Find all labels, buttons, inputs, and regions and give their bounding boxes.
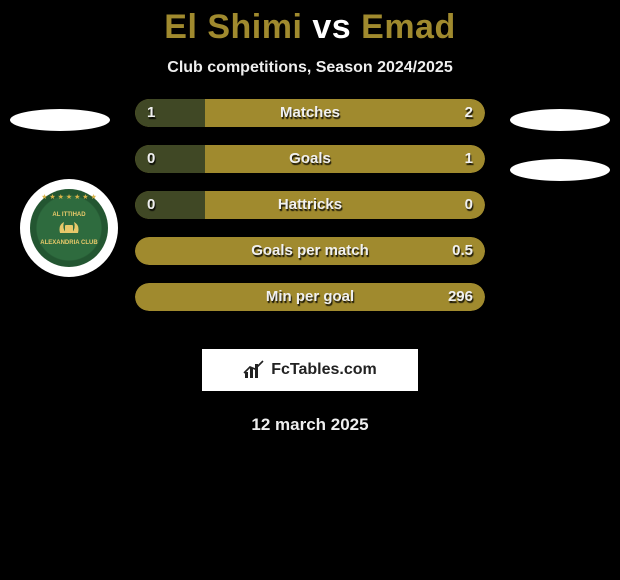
subtitle: Club competitions, Season 2024/2025 bbox=[0, 59, 620, 77]
chart-icon bbox=[243, 360, 265, 380]
team-logo-right-2 bbox=[510, 159, 610, 181]
badge-leaf-icon bbox=[56, 219, 82, 238]
team-logo-right-1 bbox=[510, 109, 610, 131]
comparison-card: El Shimi vs Emad Club competitions, Seas… bbox=[0, 0, 620, 580]
player2-name: Emad bbox=[361, 8, 456, 46]
stat-label: Min per goal bbox=[135, 283, 485, 311]
stat-row: 12Matches bbox=[135, 99, 485, 127]
badge-text-bottom: ALEXANDRIA CLUB bbox=[40, 240, 97, 247]
stat-row: 0.5Goals per match bbox=[135, 237, 485, 265]
stat-row: 296Min per goal bbox=[135, 283, 485, 311]
page-title: El Shimi vs Emad bbox=[0, 0, 620, 47]
comparison-area: ★ ★ ★ ★ ★ ★ ★ AL ITTIHAD ALEXANDRIA CLUB… bbox=[0, 99, 620, 339]
vs-label: vs bbox=[312, 8, 351, 46]
badge-stars-icon: ★ ★ ★ ★ ★ ★ ★ bbox=[30, 193, 108, 201]
stat-label: Hattricks bbox=[135, 191, 485, 219]
stat-label: Matches bbox=[135, 99, 485, 127]
stat-row: 01Goals bbox=[135, 145, 485, 173]
brand-text: FcTables.com bbox=[271, 361, 377, 379]
club-badge: ★ ★ ★ ★ ★ ★ ★ AL ITTIHAD ALEXANDRIA CLUB bbox=[20, 179, 118, 277]
club-badge-inner: ★ ★ ★ ★ ★ ★ ★ AL ITTIHAD ALEXANDRIA CLUB bbox=[30, 189, 108, 267]
date-label: 12 march 2025 bbox=[0, 415, 620, 435]
player1-name: El Shimi bbox=[164, 8, 302, 46]
stat-label: Goals per match bbox=[135, 237, 485, 265]
badge-text-top: AL ITTIHAD bbox=[52, 212, 85, 219]
team-logo-left-1 bbox=[10, 109, 110, 131]
stat-bars: 12Matches 01Goals 00Hattricks 0.5Goals per … bbox=[135, 99, 485, 329]
brand-box[interactable]: FcTables.com bbox=[202, 349, 418, 391]
stat-label: Goals bbox=[135, 145, 485, 173]
stat-row: 00Hattricks bbox=[135, 191, 485, 219]
